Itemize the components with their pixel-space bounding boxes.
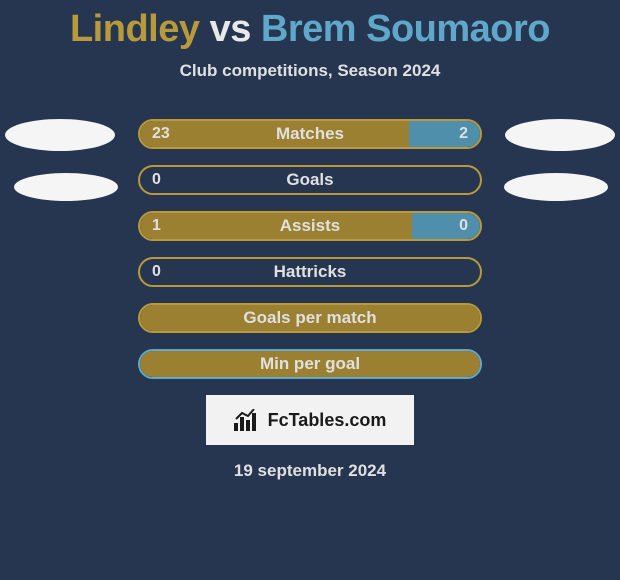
stat-row: Goals per match [138, 303, 482, 333]
title-player2: Brem Soumaoro [261, 8, 550, 50]
player1-club-placeholder [14, 173, 118, 201]
stat-label: Hattricks [140, 259, 480, 285]
fctables-icon [234, 409, 262, 431]
stats-area: 23Matches20Goals1Assists00HattricksGoals… [0, 119, 620, 379]
watermark: FcTables.com [206, 395, 414, 445]
date-text: 19 september 2024 [0, 461, 620, 481]
stat-bars: 23Matches20Goals1Assists00HattricksGoals… [138, 119, 482, 379]
stat-label: Assists [140, 213, 480, 239]
stat-label: Goals [140, 167, 480, 193]
stat-label: Goals per match [140, 305, 480, 331]
subtitle: Club competitions, Season 2024 [0, 61, 620, 81]
comparison-title: Lindley vs Brem Soumaoro [0, 0, 620, 51]
stat-row: Min per goal [138, 349, 482, 379]
stat-row: 23Matches2 [138, 119, 482, 149]
watermark-text: FcTables.com [268, 410, 387, 431]
stat-label: Matches [140, 121, 480, 147]
stat-row: 1Assists0 [138, 211, 482, 241]
player2-photo-placeholder [505, 119, 615, 151]
stat-value-p2: 2 [459, 121, 468, 147]
player1-photo-placeholder [5, 119, 115, 151]
title-vs: vs [210, 8, 251, 50]
player2-club-placeholder [504, 173, 608, 201]
title-player1: Lindley [70, 8, 200, 50]
stat-row: 0Goals [138, 165, 482, 195]
stat-value-p2: 0 [459, 213, 468, 239]
stat-label: Min per goal [140, 351, 480, 377]
stat-row: 0Hattricks [138, 257, 482, 287]
